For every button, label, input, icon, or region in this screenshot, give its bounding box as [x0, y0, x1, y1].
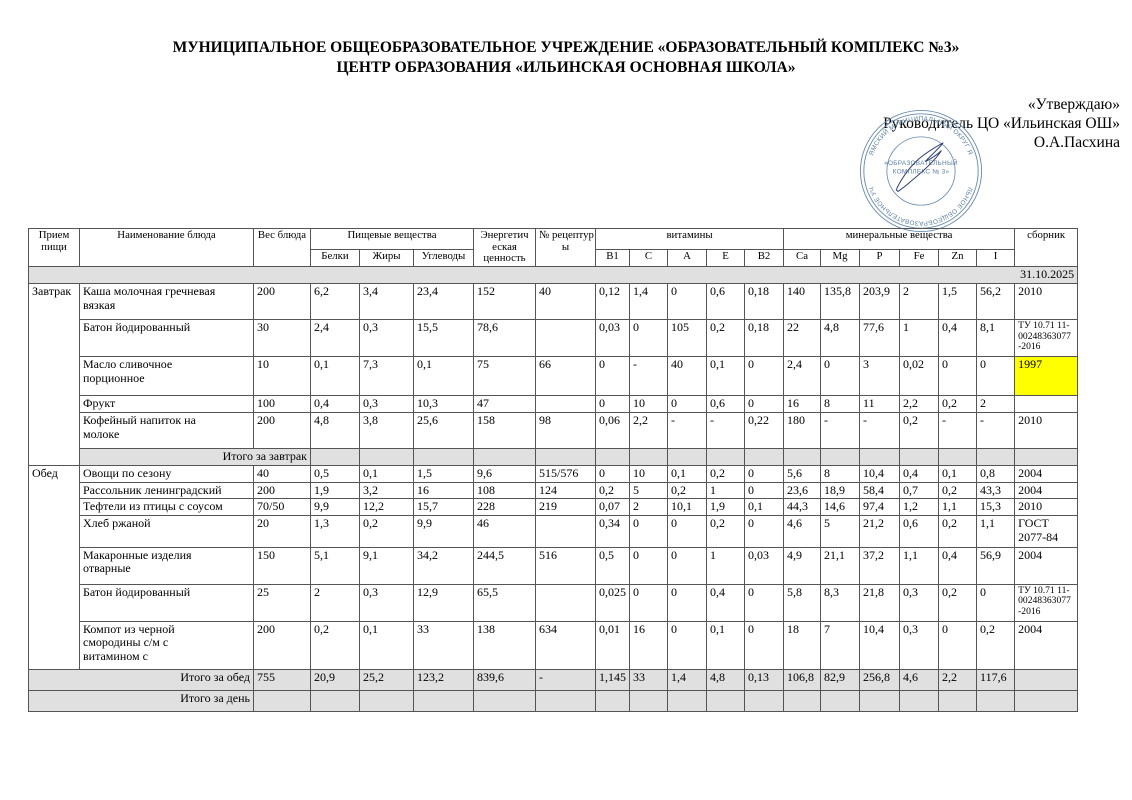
svg-text:«ОБРАЗОВАТЕЛЬНЫЙ: «ОБРАЗОВАТЕЛЬНЫЙ [884, 158, 958, 167]
